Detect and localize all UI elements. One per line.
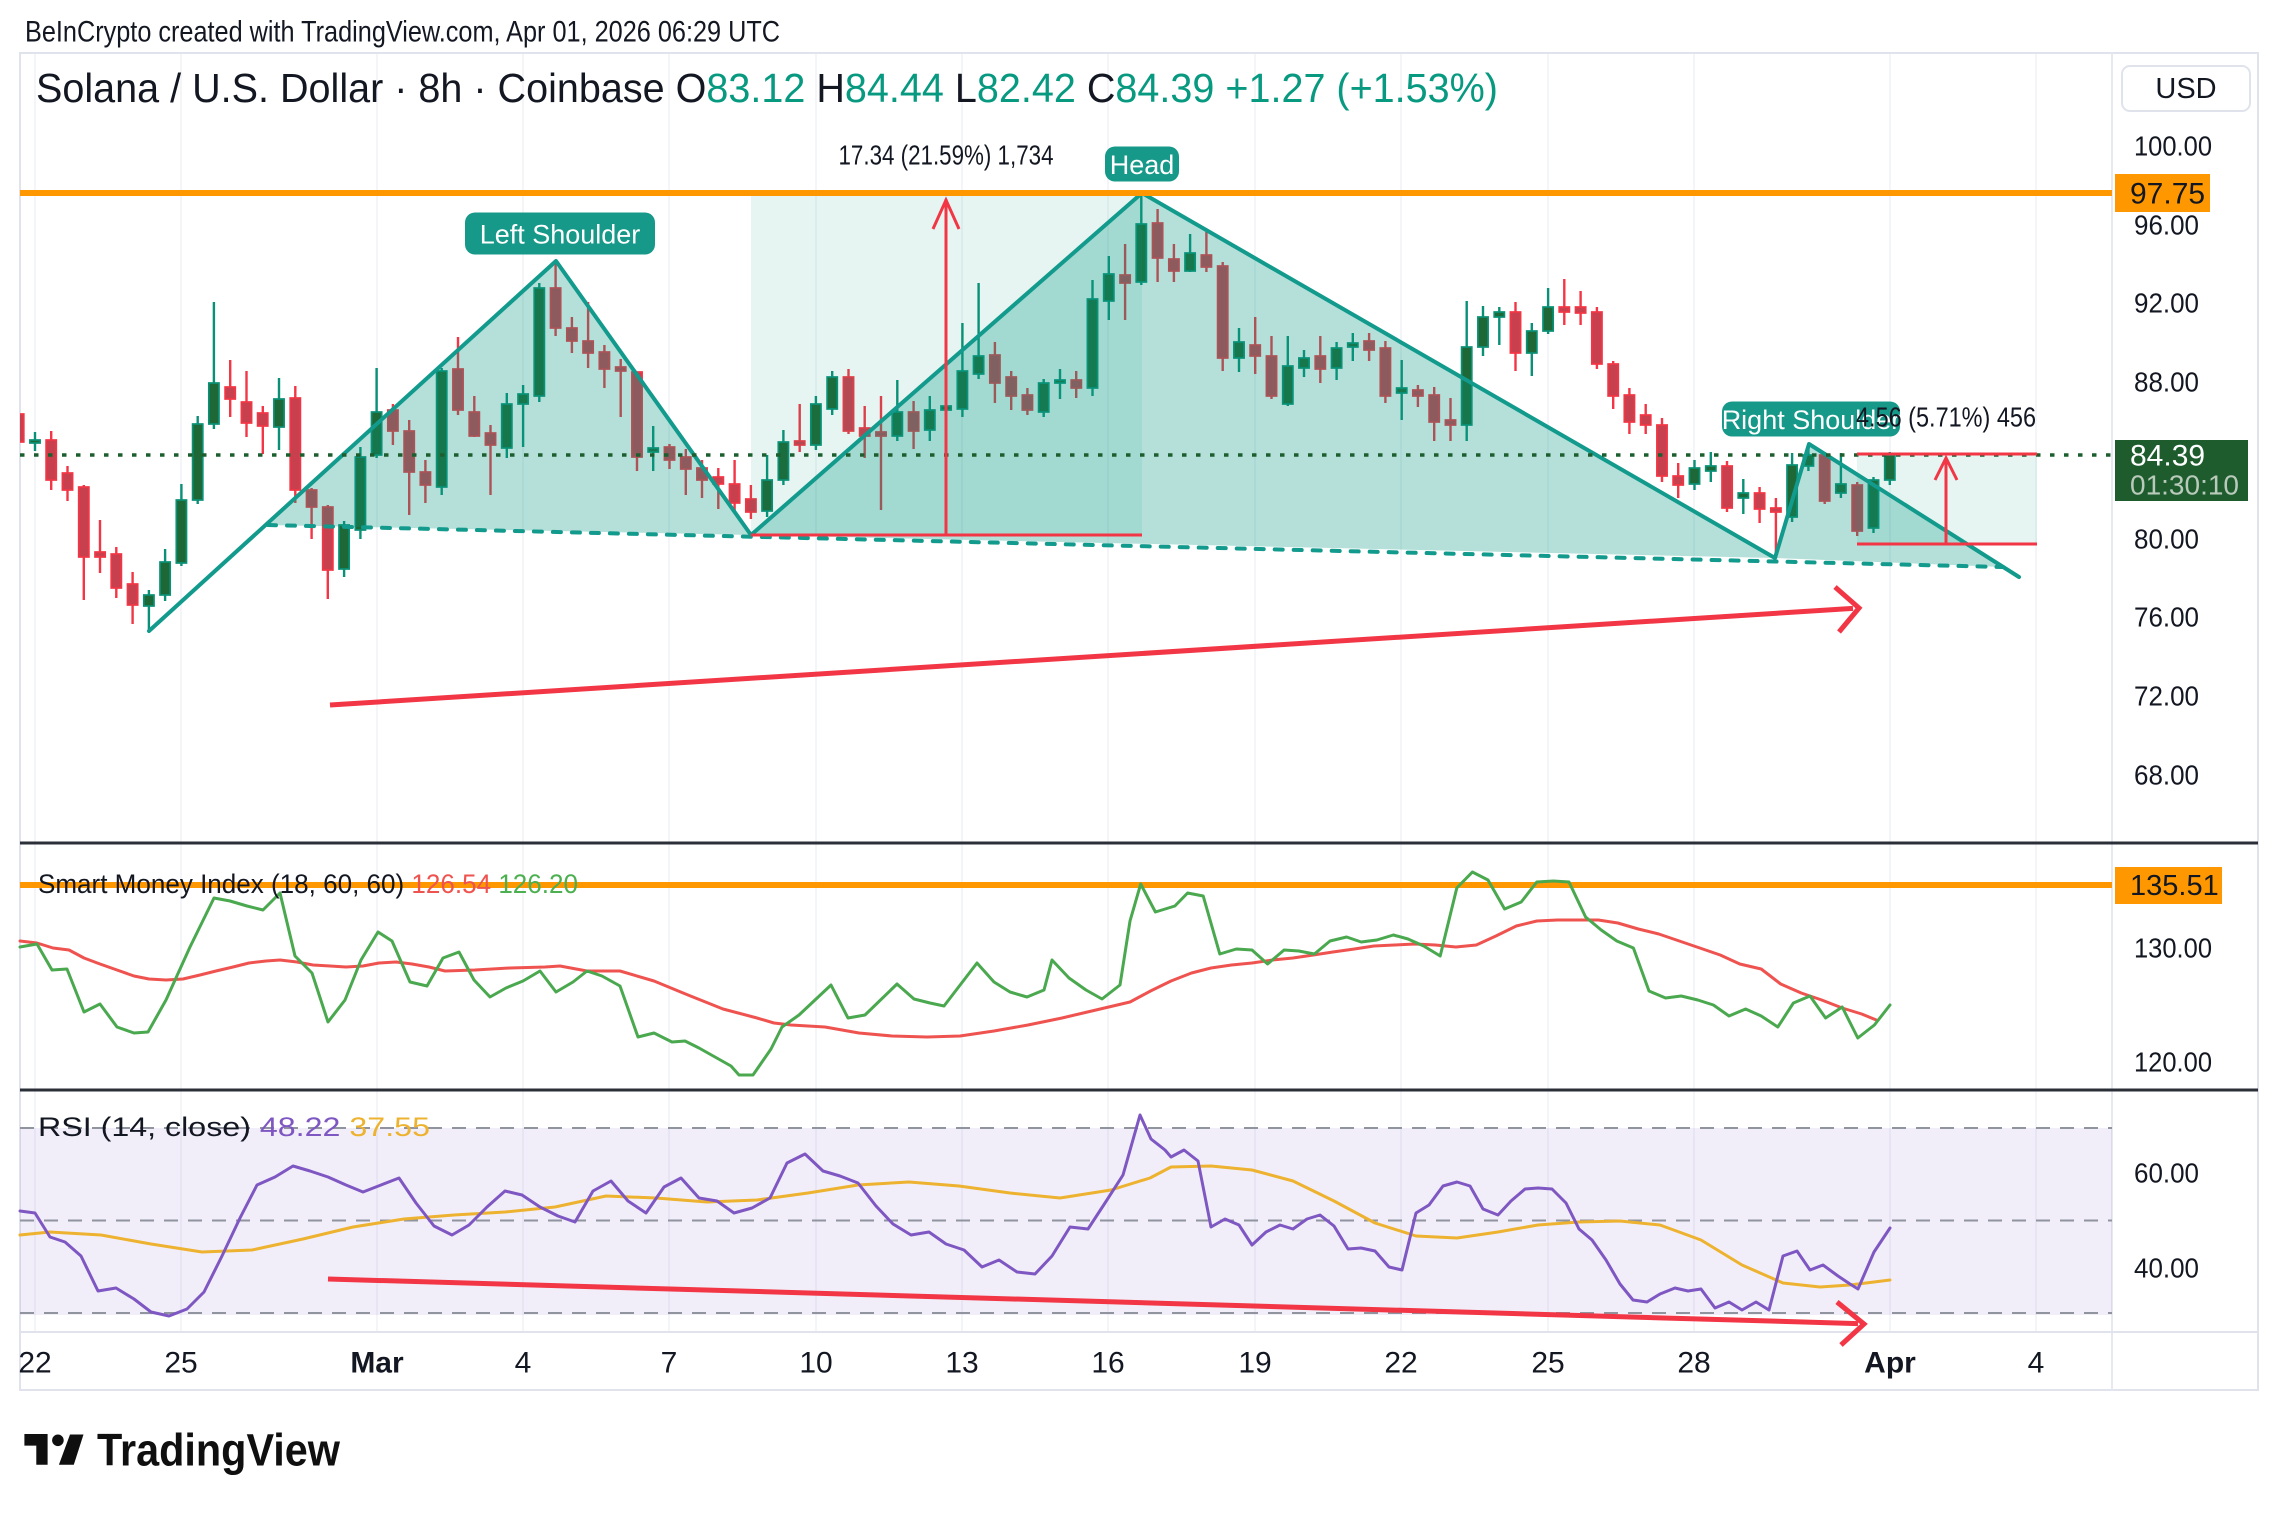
svg-text:10: 10	[799, 1347, 832, 1380]
svg-text:Solana / U.S. Dollar · 8h · Co: Solana / U.S. Dollar · 8h · Coinbase O83…	[36, 65, 1498, 111]
svg-text:100.00: 100.00	[2134, 131, 2212, 162]
svg-text:22: 22	[1384, 1347, 1417, 1380]
svg-text:76.00: 76.00	[2134, 602, 2199, 633]
svg-text:4: 4	[515, 1347, 532, 1380]
svg-text:Smart Money Index (18, 60, 60): Smart Money Index (18, 60, 60) 126.54 12…	[38, 869, 578, 899]
svg-text:01:30:10: 01:30:10	[2130, 470, 2239, 501]
svg-text:130.00: 130.00	[2134, 933, 2212, 964]
svg-text:120.00: 120.00	[2134, 1047, 2212, 1078]
svg-text:96.00: 96.00	[2134, 210, 2199, 241]
svg-text:80.00: 80.00	[2134, 524, 2199, 555]
svg-text:17.34 (21.59%) 1,734: 17.34 (21.59%) 1,734	[839, 140, 1054, 171]
svg-text:4.56 (5.71%) 456: 4.56 (5.71%) 456	[1856, 402, 2036, 433]
svg-text:Mar: Mar	[350, 1347, 404, 1380]
svg-text:25: 25	[164, 1347, 197, 1380]
svg-text:72.00: 72.00	[2134, 681, 2199, 712]
svg-text:13: 13	[945, 1347, 978, 1380]
svg-text:BeInCrypto created with Tradin: BeInCrypto created with TradingView.com,…	[25, 16, 780, 49]
svg-text:68.00: 68.00	[2134, 760, 2199, 791]
svg-text:135.51: 135.51	[2130, 870, 2219, 902]
svg-text:88.00: 88.00	[2134, 367, 2199, 398]
svg-text:USD: USD	[2155, 73, 2216, 105]
svg-text:60.00: 60.00	[2134, 1158, 2199, 1189]
svg-text:97.75: 97.75	[2130, 178, 2205, 211]
svg-text:22: 22	[18, 1347, 51, 1380]
svg-text:Apr: Apr	[1864, 1347, 1916, 1380]
svg-text:TradingView: TradingView	[97, 1425, 341, 1476]
svg-text:Head: Head	[1110, 150, 1175, 180]
svg-text:28: 28	[1677, 1347, 1710, 1380]
svg-text:19: 19	[1238, 1347, 1271, 1380]
svg-text:84.39: 84.39	[2130, 440, 2205, 473]
svg-text:92.00: 92.00	[2134, 288, 2199, 319]
svg-text:RSI (14, close) 48.22 37.55: RSI (14, close) 48.22 37.55	[38, 1112, 430, 1142]
svg-text:7: 7	[661, 1347, 678, 1380]
svg-text:16: 16	[1091, 1347, 1124, 1380]
svg-text:4: 4	[2028, 1347, 2045, 1380]
svg-text:25: 25	[1531, 1347, 1564, 1380]
svg-text:Left Shoulder: Left Shoulder	[480, 220, 641, 250]
svg-text:40.00: 40.00	[2134, 1253, 2199, 1284]
svg-text:Right Shoulder: Right Shoulder	[1722, 405, 1901, 435]
